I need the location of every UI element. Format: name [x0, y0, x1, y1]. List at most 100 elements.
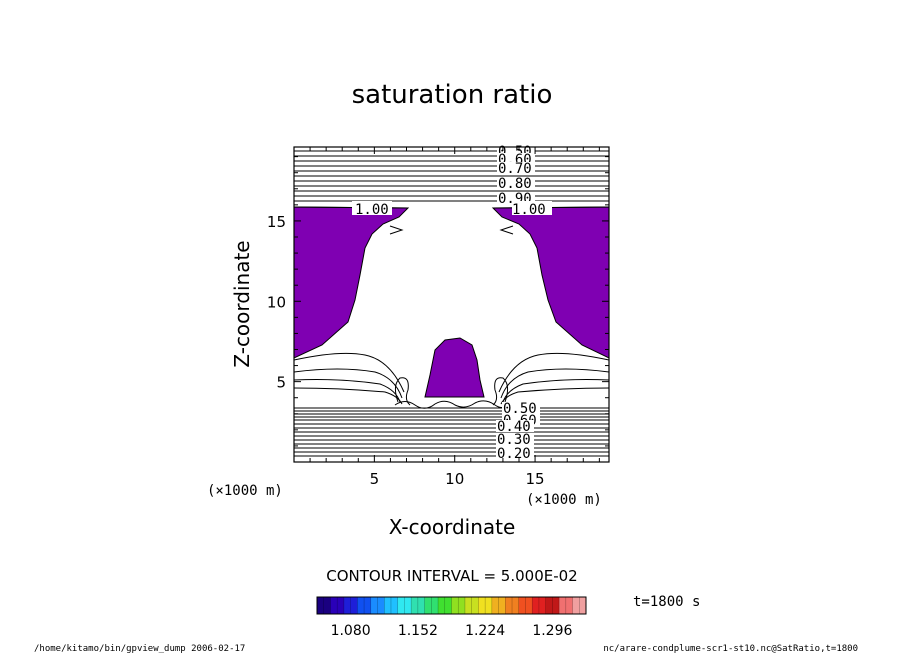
contour-swirl-right	[492, 377, 509, 406]
colorbar	[316, 597, 587, 614]
y-tick-label: 15	[267, 213, 286, 231]
colorbar-cell	[464, 597, 473, 614]
lower-contour-label: 0.50	[503, 401, 537, 417]
contour-notch-right	[499, 225, 514, 235]
colorbar-tick-label: 1.296	[532, 623, 572, 639]
colorbar-cell	[485, 597, 493, 614]
colorbar-cell	[525, 597, 533, 614]
upper-contour-lines	[294, 150, 609, 202]
colorbar-cell	[438, 597, 446, 614]
contour-curve-right-4	[500, 387, 610, 405]
x-axis-label: X-coordinate	[389, 515, 516, 539]
plot-frame	[293, 146, 610, 463]
side-contour-label-left: 1.00	[355, 202, 389, 218]
saturated-region-right	[491, 206, 610, 359]
colorbar-tick-label: 1.224	[465, 623, 505, 639]
colorbar-cell	[451, 597, 459, 614]
lower-contour-labels: 0.600.500.400.300.20	[496, 401, 540, 462]
colorbar-cell	[505, 597, 513, 614]
y-axis-label: Z-coordinate	[230, 240, 254, 367]
saturated-region-center	[424, 337, 485, 398]
x-tick-label: 5	[370, 470, 380, 488]
side-contour-label-right: 1.00	[512, 202, 546, 218]
colorbar-tick-label: 1.080	[331, 623, 371, 639]
contour-swirl-left	[394, 377, 411, 406]
colorbar-cell	[330, 597, 338, 614]
lower-label-bg	[496, 433, 534, 445]
lower-label-bg	[502, 402, 540, 414]
contour-curve-left-2	[293, 368, 403, 399]
colorbar-cell	[390, 597, 399, 614]
colorbar-cell	[565, 597, 574, 614]
lower-label-bg	[496, 447, 534, 459]
colorbar-cell	[424, 597, 432, 614]
colorbar-cell	[364, 597, 372, 614]
y-tick-labels: 5 10 15	[267, 213, 286, 392]
upper-contour-label: 0.70	[498, 161, 532, 177]
x-tick-label: 10	[445, 470, 464, 488]
colorbar-cell	[323, 597, 331, 614]
colorbar-cell	[350, 597, 358, 614]
lower-contour-label: 0.40	[497, 419, 531, 435]
contour-curve-right-3	[502, 379, 610, 403]
contour-wavy-base	[394, 400, 509, 409]
contour-curve-left-1	[293, 352, 405, 393]
plume-contours	[293, 206, 610, 409]
colorbar-cell	[498, 597, 506, 614]
colorbar-cell	[559, 597, 567, 614]
chart-title: saturation ratio	[352, 80, 553, 110]
colorbar-cell	[370, 597, 379, 614]
colorbar-cell	[512, 597, 520, 614]
colorbar-cell	[538, 597, 547, 614]
colorbar-cell	[444, 597, 452, 614]
colorbar-cell	[417, 597, 426, 614]
colorbar-cell	[491, 597, 500, 614]
footer-right: nc/arare-condplume-scr1-st10.nc@SatRatio…	[603, 644, 858, 654]
colorbar-cell	[579, 597, 587, 614]
contour-curve-left-3	[293, 379, 401, 403]
colorbar-cell	[572, 597, 580, 614]
y-tick-label: 5	[276, 374, 286, 392]
colorbar-cell	[337, 597, 345, 614]
colorbar-cell	[377, 597, 385, 614]
colorbar-tick-labels: 1.080 1.152 1.224 1.296	[331, 623, 573, 639]
colorbar-cell	[431, 597, 439, 614]
colorbar-cell	[545, 597, 553, 614]
footer-left: /home/kitamo/bin/gpview_dump 2006-02-17	[34, 644, 245, 654]
time-label: t=1800 s	[633, 594, 700, 610]
upper-contour-labels: 0.500.600.700.800.90	[497, 144, 535, 207]
colorbar-cell	[397, 597, 405, 614]
colorbar-cell	[317, 597, 325, 614]
colorbar-cell	[532, 597, 540, 614]
colorbar-cell	[384, 597, 392, 614]
colorbar-cell	[552, 597, 560, 614]
colorbar-frame	[316, 596, 587, 615]
y-tick-label: 10	[267, 293, 286, 311]
saturated-region-left	[293, 206, 410, 359]
contour-notch-left	[389, 225, 404, 235]
colorbar-cell	[478, 597, 486, 614]
contour-curve-right-1	[498, 352, 610, 393]
side-label-bg-right	[512, 201, 552, 215]
contour-interval-text: CONTOUR INTERVAL = 5.000E-02	[326, 567, 577, 585]
y-unit-label: (×1000 m)	[207, 483, 283, 499]
colorbar-cell	[411, 597, 419, 614]
colorbar-cell	[404, 597, 412, 614]
colorbar-cell	[471, 597, 479, 614]
colorbar-cell	[343, 597, 352, 614]
x-unit-label: (×1000 m)	[526, 492, 602, 508]
colorbar-cell	[357, 597, 365, 614]
lower-contour-label: 0.20	[497, 446, 531, 462]
colorbar-cell	[518, 597, 526, 614]
upper-label-bg	[497, 177, 535, 189]
x-tick-label: 15	[526, 470, 545, 488]
lower-label-bg	[496, 420, 534, 432]
lower-contour-label: 0.30	[497, 432, 531, 448]
lower-contour-lines	[294, 407, 609, 457]
side-label-bg-left	[352, 201, 392, 215]
upper-label-bg	[497, 162, 535, 174]
x-tick-labels: 5 10 15	[370, 470, 545, 488]
contour-curve-right-2	[500, 368, 610, 399]
colorbar-tick-label: 1.152	[398, 623, 438, 639]
